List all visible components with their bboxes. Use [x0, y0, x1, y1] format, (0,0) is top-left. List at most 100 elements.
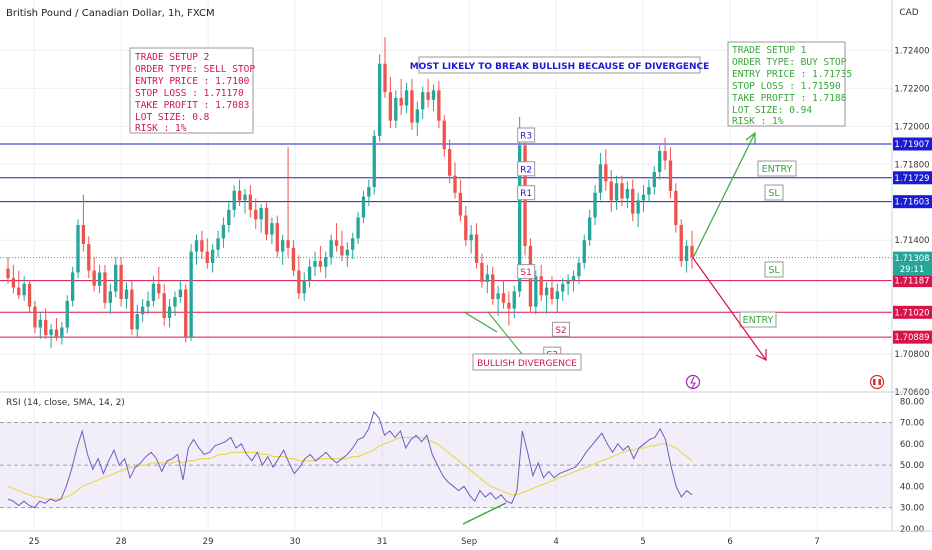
setup1-line-2: ENTRY PRICE : 1.71735 — [732, 69, 852, 80]
bearish-projection-arrow — [692, 257, 767, 361]
candle — [512, 285, 516, 318]
candle — [173, 291, 177, 317]
candle — [157, 266, 161, 300]
candle — [103, 264, 107, 309]
time-tick-label: 30 — [290, 537, 301, 547]
lightning-event-icon[interactable] — [685, 374, 701, 390]
candle — [114, 257, 118, 298]
candle — [464, 206, 468, 246]
trade-setup-2-box: TRADE SETUP 2 ORDER TYPE: SELL STOP ENTR… — [129, 47, 255, 134]
current-price-badge: 1.71308 29:11 — [893, 251, 932, 276]
price-divergence-line — [463, 311, 498, 333]
level-tag-s2: S2 — [551, 321, 570, 337]
candle — [248, 185, 253, 218]
candle — [286, 147, 290, 258]
time-tick-label: 28 — [116, 537, 127, 547]
candle — [65, 295, 69, 334]
candle — [421, 86, 425, 119]
time-tick-label: 29 — [203, 537, 214, 547]
candle — [394, 90, 398, 129]
candle — [81, 194, 86, 252]
candle — [167, 299, 172, 328]
candle — [38, 312, 42, 339]
candle — [604, 149, 608, 191]
level-tag-r1: R1 — [517, 185, 536, 201]
candle — [442, 114, 446, 157]
sell-entry-text: ENTRY — [743, 315, 774, 326]
level-badge-label: 1.71907 — [894, 140, 929, 150]
candle — [22, 276, 26, 301]
candle — [652, 166, 656, 195]
headline-box: MOST LIKELY TO BREAK BULLISH BECAUSE OF … — [410, 56, 709, 74]
candle — [200, 230, 204, 260]
candle — [361, 190, 366, 224]
candle — [658, 145, 662, 180]
candle — [614, 175, 619, 210]
price-axis-ticks: 1.72400 1.72200 1.72000 1.71800 1.71400 1.708… — [894, 46, 929, 398]
level-tag-label: R3 — [520, 132, 532, 142]
candlestick-series — [6, 37, 694, 349]
candle — [544, 281, 549, 315]
candle — [474, 223, 479, 269]
time-tick-label: 25 — [29, 537, 40, 547]
candle — [437, 80, 441, 129]
candle — [582, 234, 586, 269]
candle — [92, 257, 96, 292]
candle — [410, 78, 414, 131]
countdown-value: 29:11 — [900, 265, 925, 275]
buy-entry-tag: ENTRY — [757, 160, 797, 177]
candle — [351, 232, 355, 260]
setup2-line-0: TRADE SETUP 2 — [135, 52, 209, 63]
candle — [587, 209, 592, 246]
candle — [598, 152, 603, 201]
level-tag-label: S2 — [555, 326, 566, 336]
candle — [162, 283, 166, 326]
candle — [561, 278, 565, 301]
rsi-tick-label: 50.00 — [900, 461, 924, 471]
candle — [577, 257, 581, 284]
time-tick-label: 31 — [377, 537, 388, 547]
candle — [534, 270, 538, 315]
candle — [140, 299, 145, 322]
candle — [33, 300, 37, 334]
candle — [291, 240, 296, 277]
candle — [345, 242, 349, 267]
level-badge — [893, 137, 932, 151]
candle — [27, 280, 32, 313]
setup2-line-6: RISK : 1% — [135, 123, 187, 134]
level-badge — [893, 330, 932, 344]
candle — [108, 283, 113, 315]
candle — [636, 192, 640, 227]
rsi-tick-label: 70.00 — [900, 419, 924, 429]
price-level-badges: 1.71907 1.71729 1.71603 1.71187 1.71020 1.708… — [893, 137, 932, 344]
candle — [297, 255, 301, 300]
candle — [555, 283, 560, 313]
candle — [307, 259, 312, 288]
candle — [60, 321, 64, 345]
candle — [447, 139, 452, 184]
candle — [356, 211, 360, 244]
setup1-line-1: ORDER TYPE: BUY STOP — [732, 57, 847, 68]
level-badge-label: 1.71729 — [894, 174, 929, 184]
candle — [647, 179, 651, 203]
candle — [550, 276, 554, 305]
candle — [6, 257, 10, 284]
candle — [593, 185, 597, 226]
level-tag-s1: S1 — [517, 264, 536, 280]
canada-flag-event-icon[interactable] — [869, 374, 885, 390]
setup2-line-3: STOP LOSS : 1.71170 — [135, 88, 244, 99]
level-tag-label: S1 — [520, 268, 531, 278]
candle — [146, 291, 150, 315]
candle — [431, 84, 436, 112]
bullish-projection-arrow — [692, 131, 756, 259]
candle — [469, 225, 473, 254]
candle — [324, 251, 328, 279]
candle — [458, 179, 463, 222]
candle — [97, 264, 102, 294]
candle — [275, 215, 279, 258]
level-badge-label: 1.71020 — [894, 308, 929, 318]
candle — [566, 274, 570, 296]
trade-setup-1-box: TRADE SETUP 1 ORDER TYPE: BUY STOP ENTRY… — [727, 41, 852, 127]
level-tag-r2: R2 — [517, 161, 536, 177]
